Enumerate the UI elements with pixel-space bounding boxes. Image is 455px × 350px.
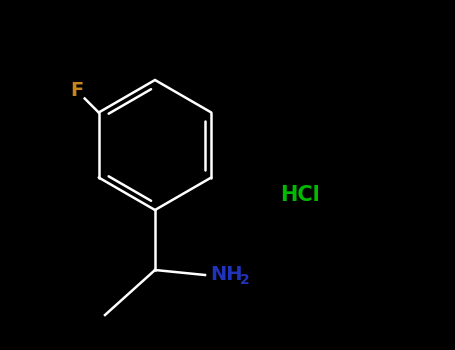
Text: F: F [70, 81, 83, 100]
Text: NH: NH [210, 266, 243, 285]
Text: 2: 2 [240, 273, 250, 287]
Text: HCl: HCl [280, 185, 320, 205]
